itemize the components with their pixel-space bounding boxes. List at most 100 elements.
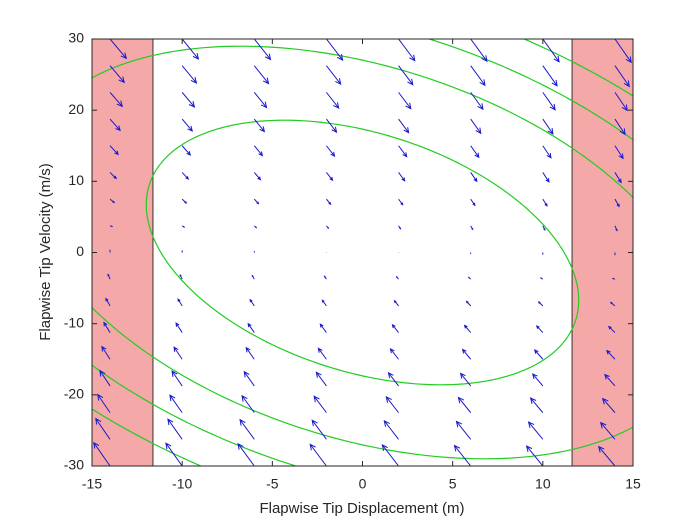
arrow — [611, 277, 616, 280]
arrow — [103, 321, 111, 333]
arrow — [542, 225, 546, 231]
arrow — [317, 347, 327, 360]
arrow — [398, 145, 408, 158]
arrow — [107, 273, 111, 280]
arrow — [101, 345, 111, 360]
arrow — [463, 324, 472, 333]
arrow — [542, 198, 548, 207]
arrow — [109, 92, 124, 108]
arrow — [393, 299, 399, 307]
arrow — [326, 65, 342, 86]
arrow — [531, 373, 544, 387]
arrow — [326, 225, 330, 230]
contour-line — [92, 39, 633, 466]
arrow — [173, 346, 183, 360]
x-tick-label: -10 — [172, 476, 192, 492]
arrow — [614, 118, 626, 136]
arrow — [109, 118, 121, 132]
arrow — [398, 172, 406, 182]
arrow — [470, 118, 482, 135]
arrow — [243, 370, 255, 387]
arrow — [165, 442, 183, 466]
shaded-region — [92, 39, 154, 466]
x-tick-label: 5 — [449, 476, 457, 492]
arrow — [171, 370, 183, 387]
arrow — [237, 442, 255, 466]
arrow — [169, 394, 183, 413]
y-tick-label: 20 — [68, 101, 84, 117]
arrow — [95, 417, 111, 440]
arrow — [181, 172, 190, 180]
arrow — [455, 420, 472, 440]
arrow — [181, 65, 198, 84]
y-tick-label: -30 — [64, 457, 84, 473]
arrow — [609, 301, 616, 307]
arrow — [398, 65, 414, 86]
arrow — [529, 397, 544, 413]
arrow — [181, 225, 186, 228]
arrow — [614, 198, 620, 208]
arrow — [465, 300, 472, 307]
arrow — [385, 395, 399, 413]
arrow — [470, 65, 486, 87]
arrow — [99, 369, 111, 387]
arrow — [599, 421, 616, 440]
arrow — [457, 396, 472, 413]
x-tick-label: -15 — [82, 476, 102, 492]
shaded-region — [571, 39, 633, 466]
arrow — [309, 443, 327, 466]
arrow — [470, 172, 478, 183]
arrow — [315, 371, 327, 387]
arrow — [181, 118, 194, 132]
axes: -15 -10 -5 0 5 10 15 -30 -20 -10 0 10 20 30 — [64, 30, 641, 492]
arrow — [326, 118, 338, 134]
arrow — [93, 441, 111, 466]
arrow — [253, 92, 268, 109]
arrow — [109, 65, 126, 84]
arrow — [470, 198, 476, 207]
arrow — [109, 172, 117, 180]
arrow — [109, 145, 119, 156]
arrow — [395, 275, 399, 280]
arrow — [537, 301, 544, 307]
arrow — [326, 145, 336, 158]
arrow — [247, 322, 255, 333]
arrow — [535, 325, 544, 333]
arrow — [604, 373, 616, 387]
arrow — [614, 39, 632, 64]
arrow — [109, 198, 116, 204]
arrow — [453, 444, 472, 466]
x-tick-label: -5 — [266, 476, 279, 492]
arrow — [614, 252, 616, 256]
arrow — [398, 39, 416, 62]
arrow — [179, 274, 183, 280]
arrow — [470, 39, 488, 63]
arrow — [470, 145, 480, 159]
arrow — [542, 39, 560, 63]
arrow — [181, 39, 200, 60]
arrow — [109, 249, 111, 253]
arrow — [311, 419, 327, 440]
arrow — [109, 225, 114, 228]
arrow — [97, 393, 111, 413]
arrow — [606, 349, 616, 360]
arrow — [181, 92, 196, 108]
arrow — [467, 276, 472, 280]
arrow — [461, 348, 472, 360]
arrow — [470, 92, 484, 111]
arrow — [253, 198, 260, 205]
arrow — [253, 118, 266, 133]
arrow — [181, 145, 192, 156]
arrow — [241, 394, 255, 413]
y-tick-label: 10 — [68, 172, 84, 188]
arrow — [109, 39, 128, 60]
arrow — [253, 225, 258, 229]
arrow — [601, 397, 616, 413]
arrow — [381, 444, 399, 466]
contour-line — [92, 45, 633, 460]
arrow — [398, 225, 402, 230]
arrow — [542, 92, 556, 111]
arrow — [542, 145, 552, 159]
